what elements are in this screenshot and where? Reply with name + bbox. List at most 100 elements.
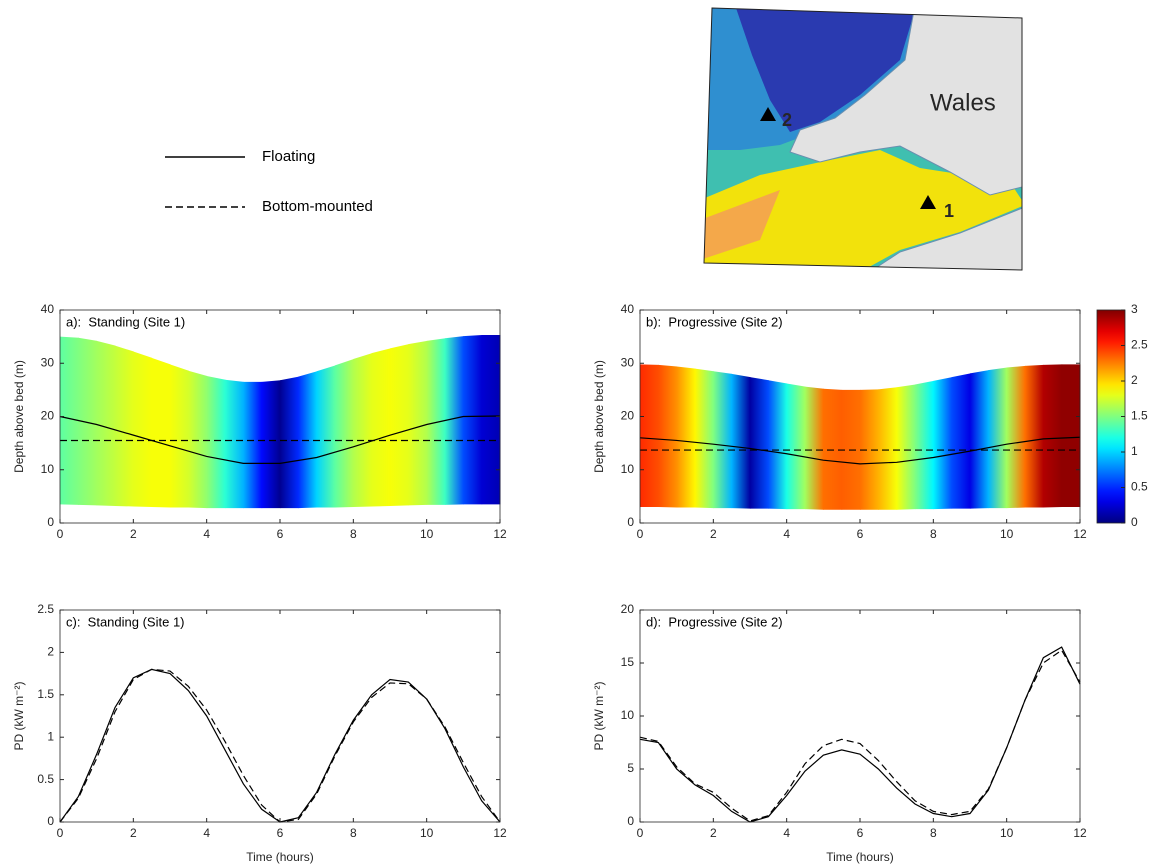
- y-tick-label: 10: [41, 462, 55, 476]
- field-cell: [750, 377, 769, 509]
- y-axis-label: Depth above bed (m): [592, 360, 606, 473]
- x-tick-label: 8: [930, 826, 937, 840]
- colorbar-tick-label: 1.5: [1131, 409, 1148, 423]
- y-tick-label: 2: [47, 645, 54, 659]
- colorbar: [1096, 309, 1126, 524]
- map-label: Wales: [930, 89, 996, 116]
- y-tick-label: 10: [621, 708, 635, 722]
- x-tick-label: 2: [710, 527, 717, 541]
- axes-frame: [59, 609, 501, 823]
- panel: 0 2 4 6 8 10 12 0 0.5 1 1.5 2 2.5 c): Standing (Site …: [12, 602, 507, 864]
- map: [704, 8, 1022, 270]
- series-line: [639, 649, 1081, 822]
- x-tick-label: 6: [857, 826, 864, 840]
- colorbar-tick-label: 1: [1131, 444, 1138, 458]
- field-cell: [115, 345, 134, 507]
- field-cell: [823, 388, 843, 510]
- legend: Floating Bottom-mounted: [165, 148, 373, 215]
- channel-west: [704, 190, 780, 260]
- y-tick-label: 20: [621, 602, 635, 616]
- field-cell: [151, 357, 171, 508]
- colorbar-tick-label: 2.5: [1131, 338, 1148, 352]
- field-cell: [335, 358, 354, 508]
- y-tick-label: 0.5: [37, 772, 54, 786]
- field-cell: [445, 336, 464, 505]
- legend-label: Bottom-mounted: [262, 198, 373, 215]
- field-cell: [896, 384, 916, 510]
- field-cell: [768, 380, 788, 510]
- x-tick-label: 12: [1073, 527, 1087, 541]
- x-tick-label: 10: [420, 826, 434, 840]
- map-frame: [703, 7, 1023, 271]
- panel-title: b): Progressive (Site 2): [646, 314, 783, 329]
- x-tick-label: 4: [203, 527, 210, 541]
- panel-title: d): Progressive (Site 2): [646, 614, 783, 629]
- x-tick-label: 12: [493, 826, 507, 840]
- y-tick-label: 20: [41, 409, 55, 423]
- x-tick-label: 4: [203, 826, 210, 840]
- field-cell: [133, 351, 153, 508]
- field-cell: [261, 380, 281, 509]
- field-cell: [640, 364, 659, 508]
- y-tick-label: 40: [621, 302, 635, 316]
- y-axis-label: PD (kW m⁻²): [12, 682, 26, 751]
- panel-title: a): Standing (Site 1): [66, 314, 185, 329]
- x-tick-label: 0: [637, 527, 644, 541]
- x-axis-label: Time (hours): [246, 850, 314, 864]
- panel: 0 2 4 6 8 10 12 0 5 10 15 20 d): Progressive (Site 2…: [592, 602, 1087, 864]
- y-tick-label: 30: [41, 355, 55, 369]
- x-tick-label: 8: [350, 826, 357, 840]
- field-cell: [676, 366, 696, 508]
- x-tick-label: 2: [710, 826, 717, 840]
- field-cell: [390, 344, 409, 506]
- colorbar-tick-label: 3: [1131, 302, 1138, 316]
- field-cell: [878, 387, 898, 510]
- x-tick-label: 2: [130, 527, 137, 541]
- series-line: [639, 646, 1081, 823]
- colorbar-tick-label: 0: [1131, 515, 1138, 529]
- field-cell: [695, 368, 714, 509]
- x-tick-label: 0: [57, 826, 64, 840]
- x-axis-label: Time (hours): [826, 850, 894, 864]
- field-cell: [225, 379, 244, 509]
- y-tick-label: 15: [621, 655, 635, 669]
- x-tick-label: 8: [350, 527, 357, 541]
- y-tick-label: 0: [627, 515, 634, 529]
- field-cell: [78, 337, 98, 506]
- x-tick-label: 4: [783, 527, 790, 541]
- panel: 0 2 4 6 8 10 12 0 10 20 30 40 a): Standing (Site 1) D…: [12, 302, 507, 541]
- field-cell: [713, 371, 733, 509]
- field-cell: [860, 389, 879, 510]
- field-cell: [60, 336, 79, 505]
- series-line: [59, 415, 501, 464]
- field-cell: [206, 376, 226, 509]
- panel-title: c): Standing (Site 1): [66, 614, 185, 629]
- site-label: 2: [782, 110, 792, 130]
- field-cell: [353, 353, 373, 508]
- field-cell: [786, 383, 806, 510]
- field-cell: [915, 380, 934, 510]
- y-axis-label: PD (kW m⁻²): [592, 682, 606, 751]
- field-cell: [481, 335, 501, 505]
- site-2-marker: [760, 107, 776, 121]
- x-tick-label: 2: [130, 826, 137, 840]
- field-cell: [408, 340, 428, 506]
- channel: [704, 150, 1022, 270]
- y-tick-label: 40: [41, 302, 55, 316]
- y-tick-label: 30: [621, 355, 635, 369]
- field-cell: [1061, 364, 1081, 508]
- colorbar-tick-label: 0.5: [1131, 480, 1148, 494]
- y-tick-label: 0: [47, 515, 54, 529]
- x-tick-label: 4: [783, 826, 790, 840]
- site-label: 1: [944, 201, 954, 221]
- field-cell: [280, 376, 299, 509]
- field-cell: [731, 373, 751, 509]
- field-cell: [316, 365, 336, 508]
- x-tick-label: 10: [1000, 826, 1014, 840]
- colorbar-tick-label: 2: [1131, 373, 1138, 387]
- land-wales: [789, 8, 1022, 196]
- y-axis-label: Depth above bed (m): [12, 360, 26, 473]
- field-cell: [170, 364, 189, 508]
- x-tick-label: 0: [637, 826, 644, 840]
